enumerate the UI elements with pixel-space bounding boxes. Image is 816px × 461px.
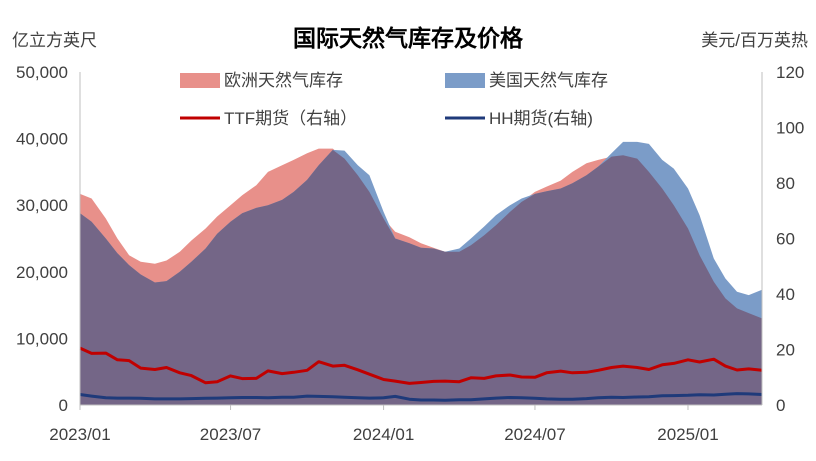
plot-lines: [79, 346, 763, 402]
x-tick-label: 2023/01: [49, 425, 110, 444]
area-overlap: [80, 149, 762, 405]
right-axis-unit: 美元/百万英热: [701, 31, 808, 50]
chart-title: 国际天然气库存及价格: [293, 25, 524, 51]
line-ttf: [79, 346, 763, 385]
legend-label: 欧洲天然气库存: [224, 71, 343, 90]
line-hh: [79, 392, 763, 402]
legend-swatch: [180, 73, 220, 88]
legend-label: TTF期货（右轴）: [224, 109, 357, 128]
left-tick-label: 30,000: [16, 196, 68, 215]
x-tick-label: 2023/07: [200, 425, 261, 444]
legend-label: 美国天然气库存: [489, 71, 608, 90]
left-axis-unit: 亿立方英尺: [12, 31, 97, 50]
left-tick-label: 20,000: [16, 263, 68, 282]
x-tick-label: 2025/01: [657, 425, 718, 444]
right-tick-label: 120: [776, 63, 804, 82]
right-tick-label: 80: [776, 174, 795, 193]
left-tick-label: 50,000: [16, 63, 68, 82]
legend-swatch: [445, 73, 485, 88]
left-tick-label: 40,000: [16, 130, 68, 149]
axes: 0 10,000 20,000 30,000 40,000 50,000 0 20 40 60 80…: [16, 63, 804, 444]
x-tick-label: 2024/01: [353, 425, 414, 444]
left-tick-label: 10,000: [16, 329, 68, 348]
x-tick-label: 2024/07: [504, 425, 565, 444]
right-tick-label: 0: [776, 396, 785, 415]
left-tick-label: 0: [59, 396, 68, 415]
right-tick-label: 20: [776, 341, 795, 360]
legend: 欧洲天然气库存 美国天然气库存 TTF期货（右轴） HH期货(右轴): [180, 71, 608, 128]
right-tick-label: 60: [776, 230, 795, 249]
plot-areas: [80, 141, 762, 405]
legend-label: HH期货(右轴): [489, 109, 593, 128]
right-tick-label: 40: [776, 285, 795, 304]
right-tick-label: 100: [776, 119, 804, 138]
